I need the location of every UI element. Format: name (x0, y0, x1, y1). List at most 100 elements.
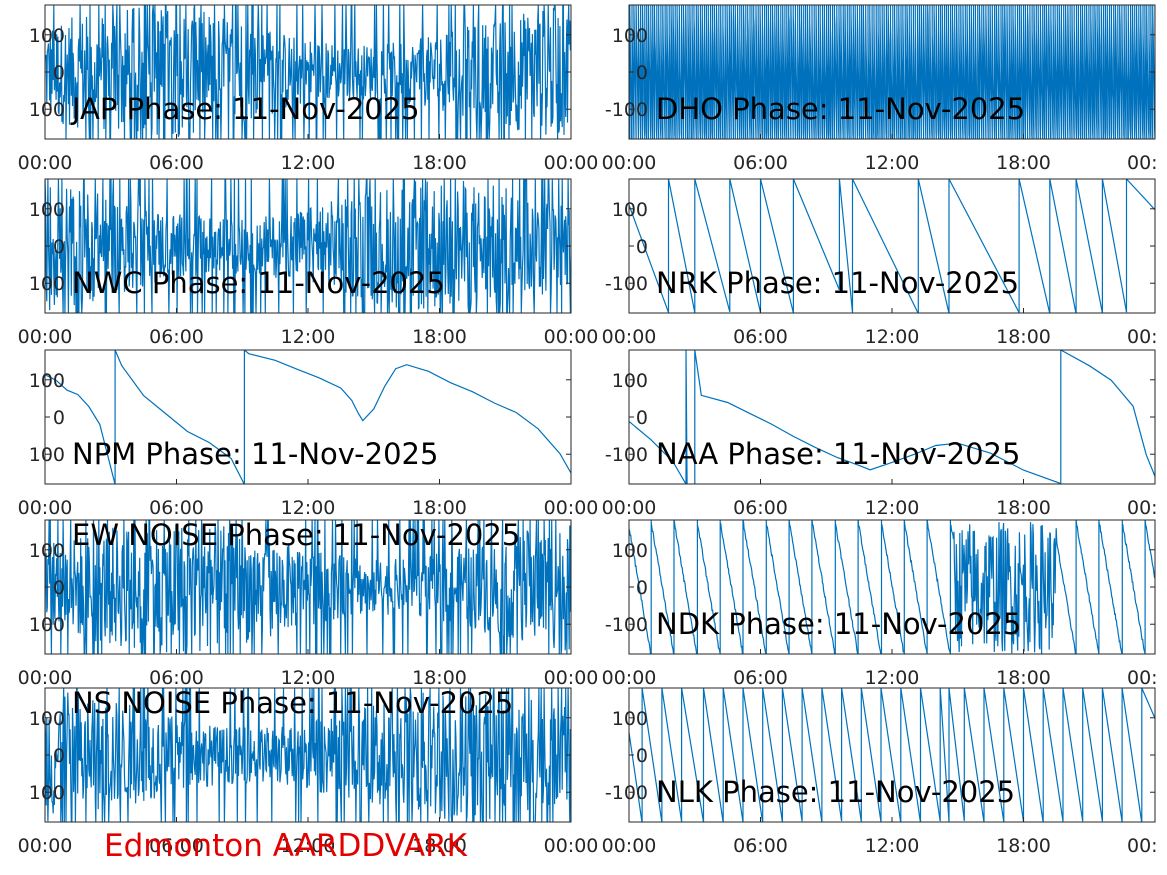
phase-panel: 100 0 -100 00:00 06:00 12:00 18:00 00: DHO Phase… (602, 4, 1158, 174)
x-tick-label: 00:00 (18, 152, 73, 174)
plot-area (629, 688, 1155, 822)
panel-title: JAP Phase: 11-Nov-2025 (70, 92, 420, 126)
x-tick-label: 18:00 (996, 835, 1051, 857)
x-tick-label: 00:00 (544, 326, 599, 348)
x-tick-label: 18:00 (412, 835, 467, 857)
y-tick-label: 100 (29, 273, 65, 295)
y-tick-label: 0 (53, 62, 65, 84)
x-tick-label: 00: (1127, 497, 1158, 519)
x-tick-label: 18:00 (412, 497, 467, 519)
y-tick-label: -100 (605, 444, 648, 466)
phase-panel: 100 0 -100 00:00 06:00 12:00 18:00 00: NRK Phase… (602, 178, 1158, 348)
y-tick-label: 100 (29, 444, 65, 466)
phase-series-line (629, 520, 1155, 654)
x-tick-label: 06:00 (733, 497, 788, 519)
y-tick-label: 0 (636, 407, 648, 429)
y-tick-label: 100 (29, 99, 65, 121)
x-tick-label: 00:00 (18, 835, 73, 857)
x-tick-label: 12:00 (865, 835, 920, 857)
x-tick-label: 06:00 (149, 835, 204, 857)
y-tick-label: -100 (605, 614, 648, 636)
x-tick-label: 06:00 (733, 152, 788, 174)
x-tick-label: 00:00 (18, 497, 73, 519)
x-tick-label: 12:00 (281, 326, 336, 348)
y-tick-label: 100 (612, 370, 648, 392)
phase-series-line (629, 5, 1155, 139)
x-tick-label: 00:00 (602, 667, 657, 689)
x-tick-label: 00: (1127, 667, 1158, 689)
y-tick-label: 0 (53, 407, 65, 429)
x-tick-label: 06:00 (149, 667, 204, 689)
phase-series-line (629, 179, 1155, 313)
x-tick-label: 00: (1127, 152, 1158, 174)
y-tick-label: -100 (605, 99, 648, 121)
x-tick-label: 12:00 (865, 326, 920, 348)
plot-area (629, 350, 1155, 484)
x-tick-label: 12:00 (865, 667, 920, 689)
x-tick-label: 06:00 (149, 326, 204, 348)
x-tick-label: 18:00 (412, 152, 467, 174)
panel-title: NPM Phase: 11-Nov-2025 (72, 437, 438, 471)
x-tick-label: 00: (1127, 326, 1158, 348)
y-tick-label: 0 (636, 745, 648, 767)
y-tick-label: 0 (636, 62, 648, 84)
panel-title: NAA Phase: 11-Nov-2025 (656, 437, 1020, 471)
x-tick-label: 12:00 (281, 497, 336, 519)
x-tick-label: 06:00 (149, 152, 204, 174)
x-tick-label: 18:00 (996, 497, 1051, 519)
x-tick-label: 12:00 (865, 152, 920, 174)
x-tick-label: 00:00 (602, 497, 657, 519)
y-tick-label: 100 (29, 25, 65, 47)
phase-panel: 100 0 100 00:00 06:00 12:00 18:00 00:00 JAP Phas… (18, 4, 598, 174)
y-tick-label: -100 (605, 273, 648, 295)
x-tick-label: 00:00 (18, 667, 73, 689)
panel-title: NLK Phase: 11-Nov-2025 (656, 775, 1015, 809)
phase-series-line (45, 179, 571, 313)
x-tick-label: 12:00 (281, 667, 336, 689)
y-tick-label: 100 (29, 708, 65, 730)
x-tick-label: 18:00 (412, 667, 467, 689)
x-tick-label: 00:00 (602, 835, 657, 857)
y-tick-label: 100 (612, 540, 648, 562)
phase-panel: 100 0 -100 00:00 06:00 12:00 18:00 00: NDK Phase… (602, 519, 1158, 689)
plot-area (629, 179, 1155, 313)
x-tick-label: 00:00 (602, 152, 657, 174)
x-tick-label: 00: (1127, 835, 1158, 857)
x-tick-label: 00:00 (544, 667, 599, 689)
y-tick-label: 0 (636, 577, 648, 599)
phase-panel: 100 0 100 00:00 06:00 12:00 18:00 00:00 EW NOISE… (18, 518, 599, 689)
y-tick-label: 100 (29, 199, 65, 221)
panel-title: NWC Phase: 11-Nov-2025 (72, 266, 445, 300)
x-tick-label: 12:00 (281, 152, 336, 174)
phase-panel: 100 0 100 00:00 06:00 12:00 18:00 00:00 NWC Phas… (18, 178, 599, 348)
y-tick-label: 100 (612, 199, 648, 221)
y-tick-label: 100 (612, 708, 648, 730)
x-tick-label: 18:00 (412, 326, 467, 348)
y-tick-label: 0 (53, 745, 65, 767)
phase-series-line (45, 5, 571, 139)
phase-series-line (629, 688, 1155, 822)
x-tick-label: 00:00 (544, 497, 599, 519)
y-tick-label: 100 (29, 540, 65, 562)
x-tick-label: 00:00 (18, 326, 73, 348)
x-tick-label: 06:00 (733, 667, 788, 689)
x-tick-label: 00:00 (544, 835, 599, 857)
x-tick-label: 06:00 (149, 497, 204, 519)
panel-title: EW NOISE Phase: 11-Nov-2025 (72, 518, 520, 552)
phase-series-line (45, 520, 571, 654)
phase-series-line (45, 350, 571, 484)
panel-title: NDK Phase: 11-Nov-2025 (656, 607, 1021, 641)
x-tick-label: 18:00 (996, 152, 1051, 174)
footer-label: Edmonton AARDDVARK (104, 828, 468, 864)
phase-panel: 100 0 -100 00:00 06:00 12:00 18:00 00: NAA Phase… (602, 349, 1158, 519)
x-tick-label: 06:00 (733, 835, 788, 857)
panel-title: NS NOISE Phase: 11-Nov-2025 (72, 686, 513, 720)
x-tick-label: 18:00 (996, 326, 1051, 348)
y-tick-label: 0 (636, 236, 648, 258)
y-tick-label: 100 (29, 370, 65, 392)
y-tick-label: 100 (29, 782, 65, 804)
y-tick-label: -100 (605, 782, 648, 804)
panel-title: DHO Phase: 11-Nov-2025 (656, 92, 1025, 126)
phase-series-line (629, 350, 1155, 484)
